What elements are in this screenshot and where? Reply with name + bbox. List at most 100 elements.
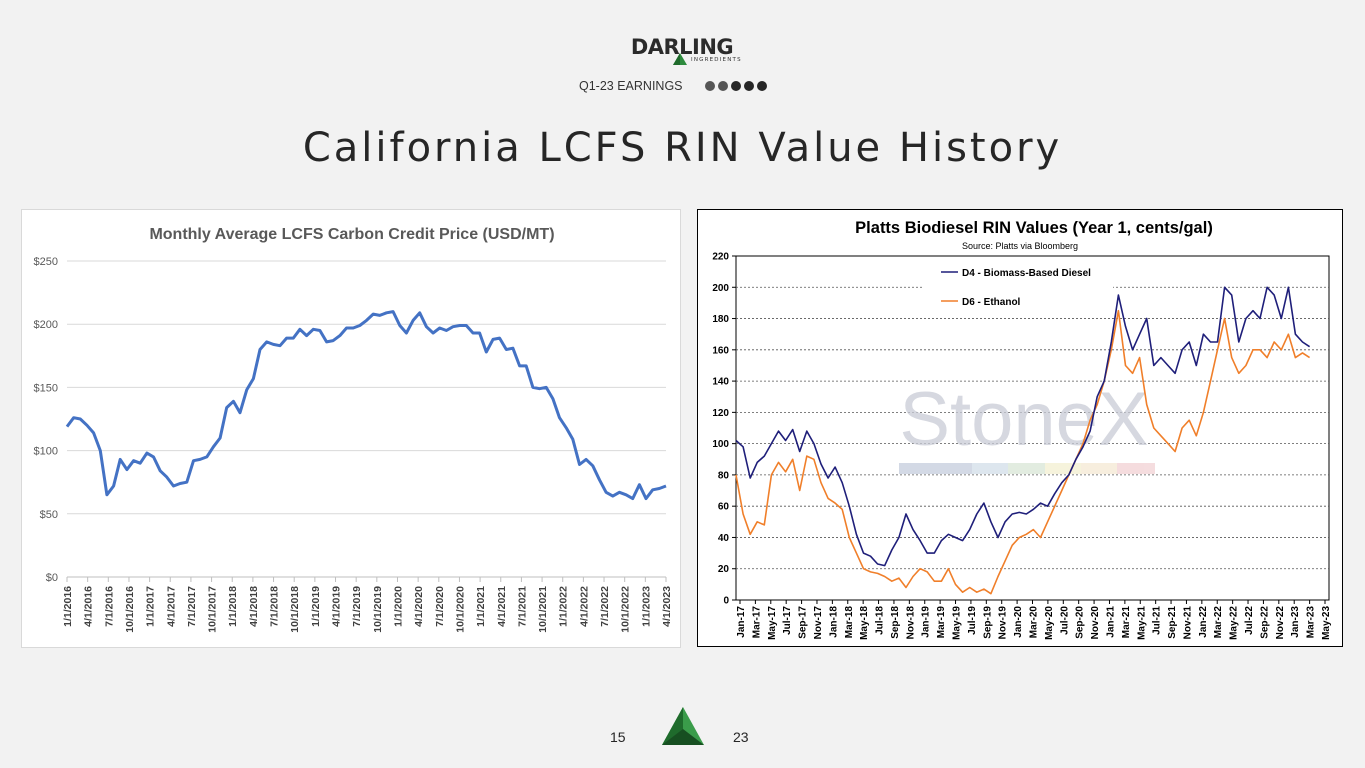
logo-wordmark: DARLING [630,35,734,59]
y-tick-label: 100 [712,439,729,450]
watermark-color-bar [899,463,1155,474]
x-tick-label: 7/1/2020 [434,586,446,627]
y-tick-label: $0 [46,572,58,584]
x-tick-label: 4/1/2021 [496,586,508,627]
progress-dot [705,81,715,91]
x-tick-label: 1/1/2023 [640,586,652,627]
y-tick-label: 0 [723,596,729,607]
logo-triangle-icon [662,707,704,745]
x-tick-label: Nov-22 [1275,606,1286,640]
x-tick-label: Nov-17 [813,606,824,640]
x-tick-label: Jul-20 [1059,606,1070,635]
x-tick-label: Nov-19 [998,606,1009,640]
x-tick-label: May-20 [1044,606,1055,640]
y-tick-label: 180 [712,314,729,325]
x-tick-label: 1/1/2018 [227,586,239,627]
x-tick-label: 1/1/2022 [558,586,570,627]
x-tick-label: Jan-19 [921,606,932,638]
progress-dot [757,81,767,91]
x-tick-label: 1/1/2020 [392,586,404,627]
x-tick-label: May-18 [859,606,870,640]
series-line-lcfs [65,310,667,501]
x-tick-label: 4/1/2019 [331,586,343,627]
y-tick-label: 80 [718,470,730,481]
series-line-d4 [735,286,1311,567]
x-tick-label: Jan-21 [1105,606,1116,638]
footer-year: 23 [733,729,749,745]
y-tick-label: $200 [34,319,58,331]
lcfs-chart-panel: Monthly Average LCFS Carbon Credit Price… [21,209,681,648]
darling-logo: DARLING INGREDIENTS [629,35,741,68]
logo-subtext: INGREDIENTS [691,57,742,63]
x-tick-label: Jul-21 [1152,606,1163,635]
series-line-d6 [735,309,1311,595]
progress-dot [718,81,728,91]
x-tick-label: 4/1/2022 [578,586,590,627]
y-tick-label: $100 [34,446,58,458]
x-tick-label: Mar-22 [1213,606,1224,639]
x-tick-label: 4/1/2018 [248,586,260,627]
y-tick-label: $50 [40,509,58,521]
x-tick-label: 10/1/2022 [620,586,632,633]
y-tick-label: $150 [34,382,58,394]
x-tick-label: Jan-17 [736,606,747,638]
x-tick-label: 7/1/2018 [269,586,281,627]
x-tick-label: 1/1/2019 [310,586,322,627]
y-tick-label: 40 [718,533,730,544]
x-tick-label: Nov-20 [1090,606,1101,640]
x-tick-label: Jan-18 [828,606,839,638]
x-tick-label: 7/1/2019 [351,586,363,627]
y-tick-label: $250 [34,256,58,268]
x-tick-label: 10/1/2021 [537,586,549,633]
x-tick-label: 1/1/2017 [145,586,157,627]
x-tick-label: May-21 [1136,606,1147,640]
chart-title: Platts Biodiesel RIN Values (Year 1, cen… [855,219,1213,237]
plot-area [735,255,1330,601]
x-tick-label: Sep-19 [982,606,993,639]
stonex-watermark: StoneX [899,377,1148,462]
x-tick-label: 7/1/2017 [186,586,198,627]
x-tick-label: Sep-17 [798,606,809,639]
rin-values-chart: Platts Biodiesel RIN Values (Year 1, cen… [712,219,1332,640]
x-tick-label: Jul-17 [782,606,793,635]
x-tick-label: May-19 [952,606,963,640]
rin-chart-panel: Platts Biodiesel RIN Values (Year 1, cen… [697,209,1343,647]
x-tick-label: May-22 [1229,606,1240,640]
x-tick-label: 10/1/2020 [454,586,466,633]
x-tick-label: Mar-21 [1121,606,1132,639]
progress-dots [705,81,767,91]
x-tick-label: 7/1/2022 [599,586,611,627]
x-tick-label: Jan-23 [1290,606,1301,638]
x-tick-label: Nov-21 [1182,606,1193,640]
x-tick-label: Mar-20 [1029,606,1040,639]
x-tick-label: 10/1/2016 [124,586,136,633]
y-tick-label: 160 [712,345,729,356]
legend-label-d6: D6 - Ethanol [962,297,1021,308]
x-tick-label: 4/1/2017 [165,586,177,627]
y-tick-label: 200 [712,283,729,294]
x-tick-label: Mar-19 [936,606,947,639]
chart-subtitle: Source: Platts via Bloomberg [962,241,1078,251]
legend-label-d4: D4 - Biomass-Based Diesel [962,268,1091,279]
x-tick-label: Jan-20 [1013,606,1024,638]
x-tick-label: Mar-18 [844,606,855,639]
x-tick-label: 7/1/2021 [516,586,528,627]
y-tick-label: 60 [718,502,730,513]
x-tick-label: 4/1/2016 [83,586,95,627]
progress-dot [744,81,754,91]
x-tick-label: 1/1/2016 [62,586,74,627]
progress-dot [731,81,741,91]
y-tick-label: 20 [718,564,730,575]
lcfs-price-chart: Monthly Average LCFS Carbon Credit Price… [34,226,673,633]
x-tick-label: Jul-19 [967,606,978,635]
y-tick-label: 140 [712,377,729,388]
x-tick-label: Sep-20 [1075,606,1086,639]
x-tick-label: Sep-22 [1259,606,1270,639]
page-title: California LCFS RIN Value History [302,125,1063,171]
page-number: 15 [610,729,626,745]
chart-legend: D4 - Biomass-Based Diesel D6 - Ethanol [923,262,1113,310]
x-tick-label: Jul-18 [875,606,886,635]
x-tick-label: 10/1/2018 [289,586,301,633]
y-tick-label: 120 [712,408,729,419]
x-tick-label: Sep-21 [1167,606,1178,639]
